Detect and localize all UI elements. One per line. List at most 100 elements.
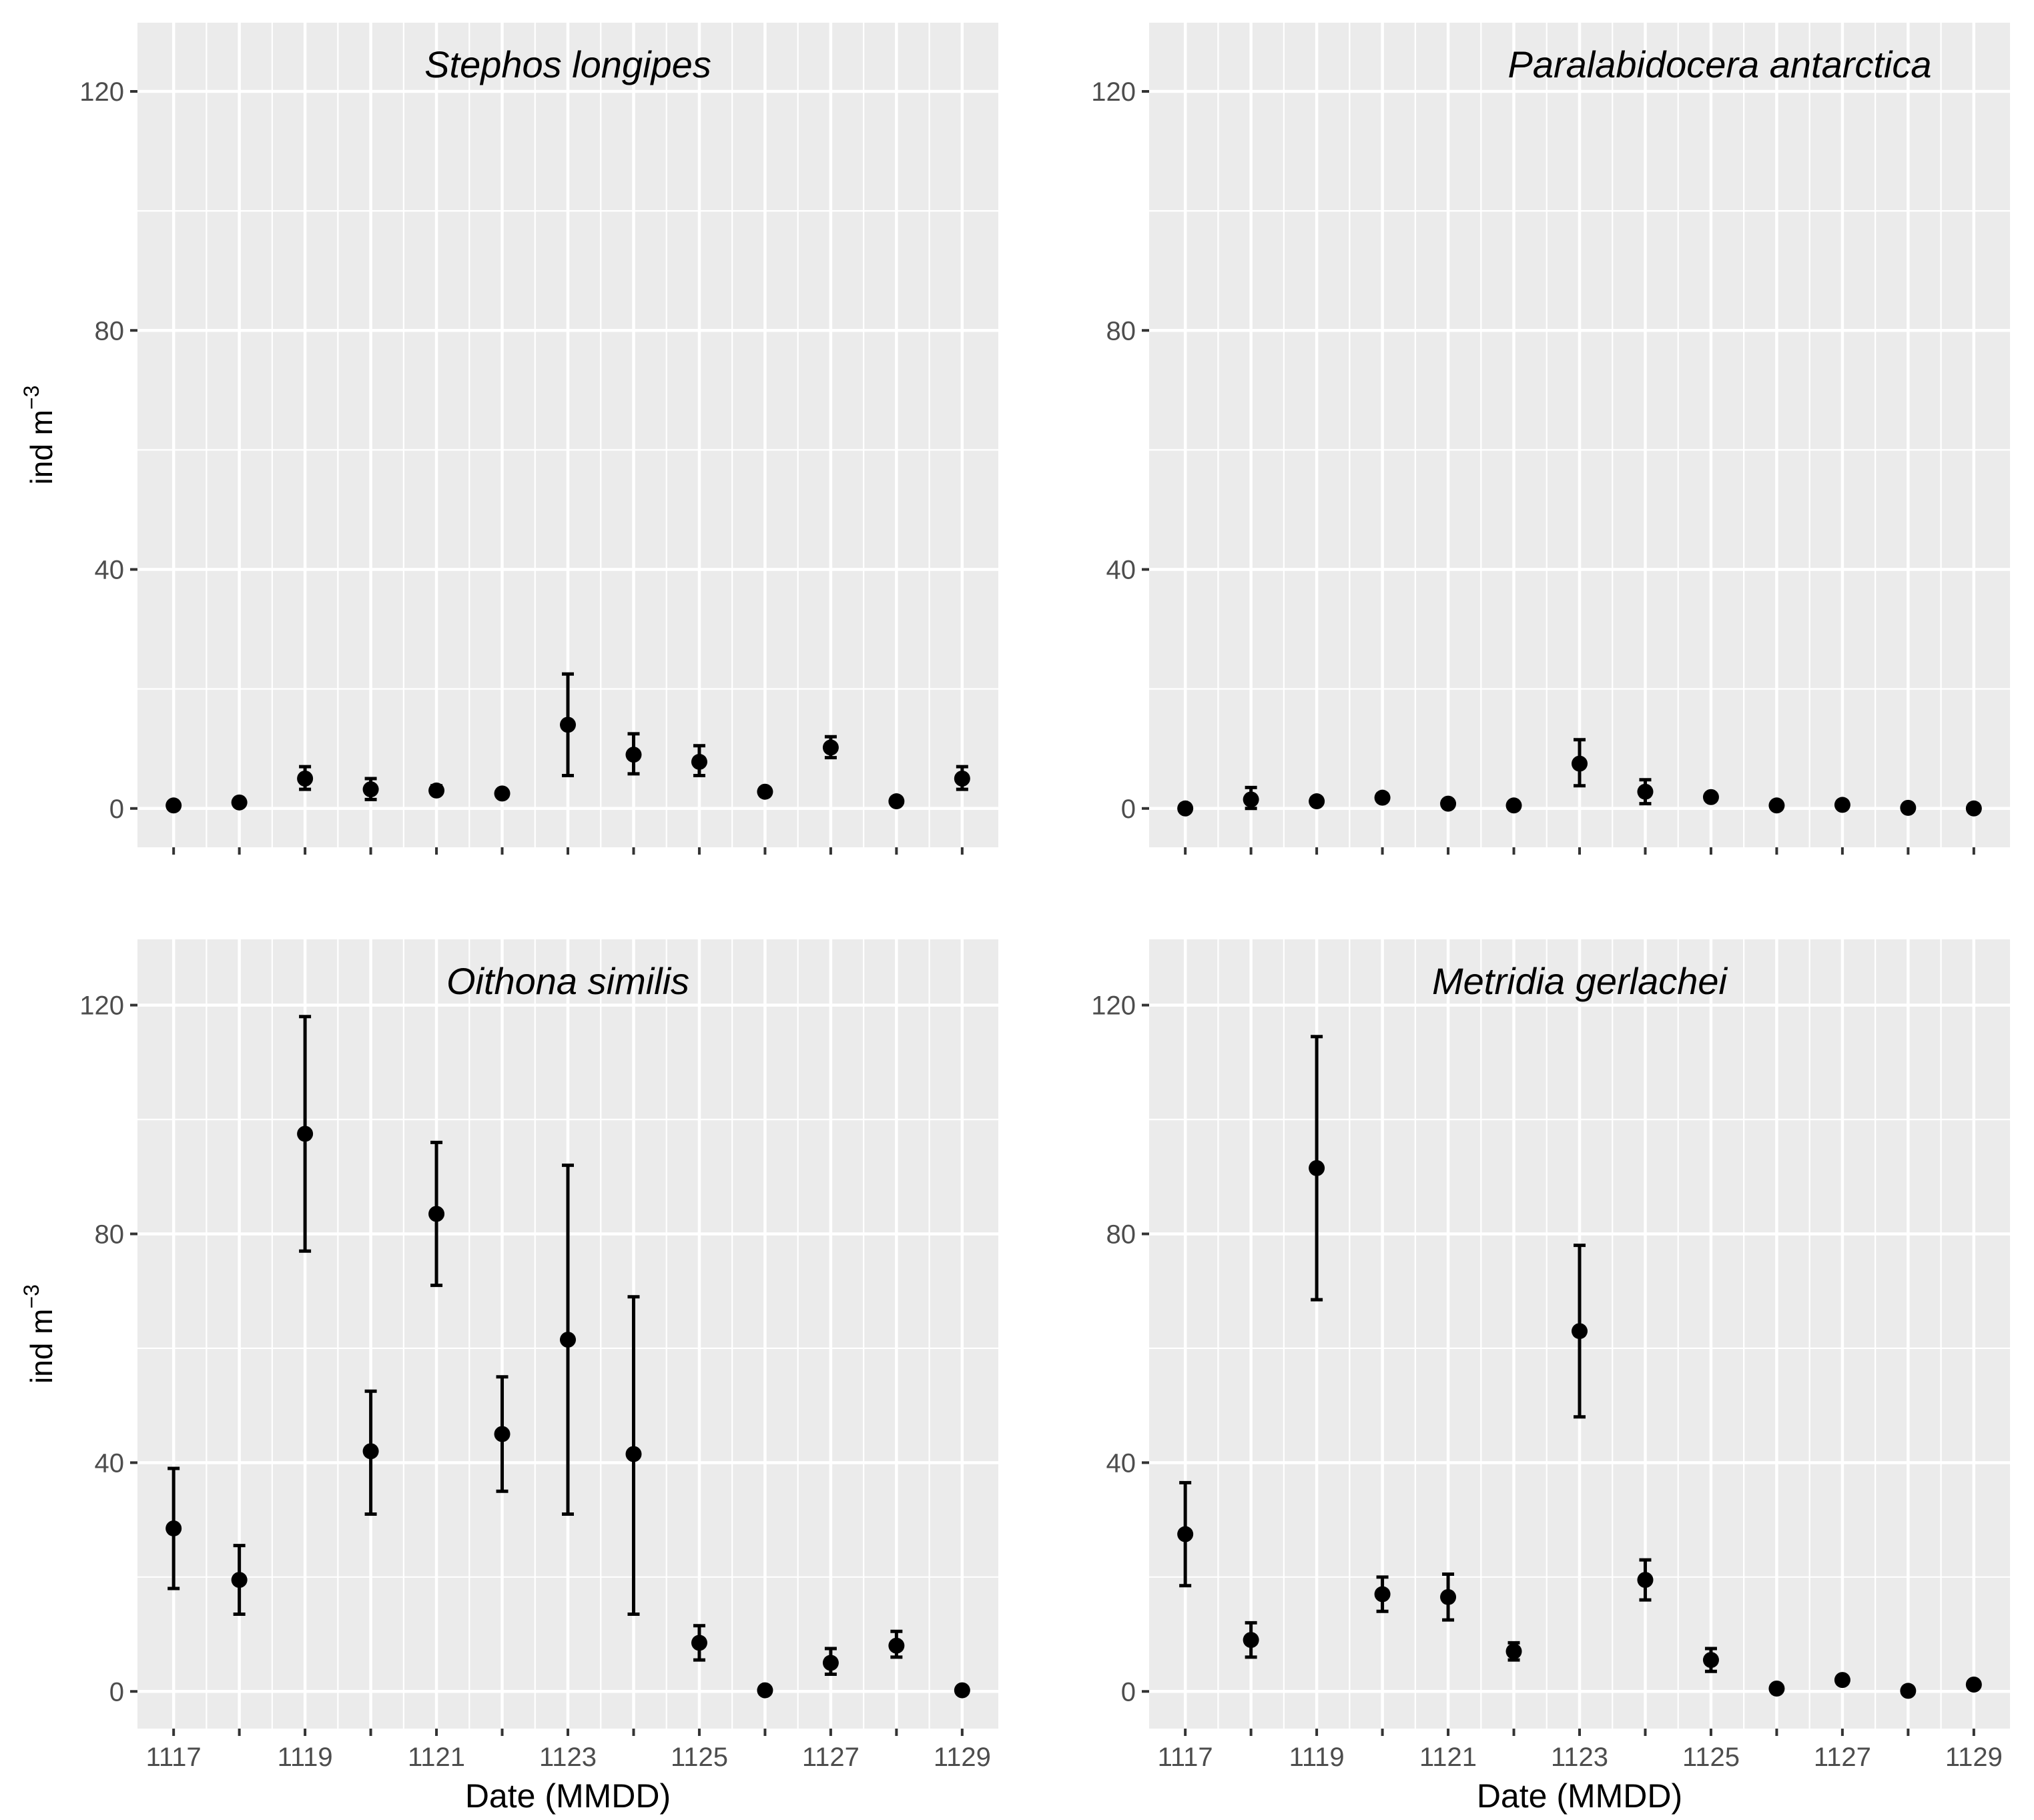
data-series [165, 1015, 970, 1699]
data-series [1177, 738, 1982, 817]
data-point [1374, 789, 1391, 806]
x-tick-label: 1129 [1945, 1743, 2003, 1772]
y-axis-label: ind m−3 [19, 386, 59, 485]
data-point [757, 783, 773, 800]
x-axis-label: Date (MMDD) [465, 1777, 671, 1815]
data-point [1177, 1526, 1194, 1542]
data-point [165, 797, 182, 814]
x-axis: 1117 1119 1121 1123 1125 1127 1129 [146, 1729, 991, 1772]
data-point [1374, 1586, 1391, 1603]
data-point [1177, 800, 1194, 817]
y-tick-label: 120 [79, 991, 124, 1021]
data-point [560, 717, 576, 733]
data-point [1440, 1588, 1457, 1605]
x-axis-label: Date (MMDD) [1477, 1777, 1682, 1815]
data-point [888, 793, 905, 810]
y-tick-label: 40 [95, 556, 125, 585]
data-point [1309, 793, 1325, 810]
data-point [691, 753, 707, 770]
x-tick-label: 1125 [671, 1743, 728, 1772]
y-tick-label: 80 [1106, 316, 1136, 346]
data-series [1177, 1035, 1982, 1699]
y-tick-label: 40 [1106, 1448, 1136, 1478]
data-point [362, 781, 379, 798]
panel-title: Metridia gerlachei [1432, 960, 1728, 1002]
y-axis: 0 40 80 120 [79, 77, 137, 824]
y-axis: 0 40 80 120 [1091, 77, 1149, 824]
x-tick-label: 1127 [1814, 1743, 1871, 1772]
data-point [1900, 1683, 1917, 1699]
data-point [231, 1572, 248, 1588]
data-point [691, 1635, 707, 1651]
x-tick-label: 1129 [934, 1743, 991, 1772]
y-tick-label: 40 [95, 1448, 125, 1478]
y-tick-label: 0 [109, 795, 124, 824]
x-axis [172, 847, 964, 855]
data-point [1505, 1643, 1522, 1660]
panel-title: Stephos longipes [424, 43, 711, 85]
y-axis: 0 40 80 120 [79, 991, 137, 1707]
x-axis [1184, 847, 1975, 855]
data-point [428, 782, 445, 799]
data-point [1637, 1572, 1654, 1588]
x-axis: 1117 1119 1121 1123 1125 1127 1129 [1158, 1729, 2003, 1772]
data-point [1702, 789, 1719, 805]
y-tick-label: 0 [1121, 1677, 1136, 1707]
data-point [428, 1206, 445, 1222]
data-point [1440, 795, 1457, 812]
panel-title: Oithona similis [446, 960, 689, 1002]
gridlines [137, 939, 998, 1729]
data-point [1768, 797, 1785, 814]
data-point [822, 739, 839, 756]
y-tick-label: 120 [79, 77, 124, 107]
data-point [494, 1426, 511, 1442]
y-axis-label: ind m−3 [19, 1284, 59, 1384]
y-tick-label: 80 [1106, 1220, 1136, 1249]
data-point [1505, 797, 1522, 814]
data-point [1834, 1672, 1850, 1689]
x-tick-label: 1125 [1682, 1743, 1740, 1772]
y-axis-label-superscript: −3 [19, 386, 43, 410]
y-axis-label-text: ind m [24, 1309, 59, 1384]
data-point [297, 771, 314, 787]
gridlines [1149, 23, 2010, 847]
data-point [231, 794, 248, 811]
gridlines [137, 23, 998, 847]
data-point [560, 1332, 576, 1348]
x-tick-label: 1123 [539, 1743, 597, 1772]
y-tick-label: 40 [1106, 556, 1136, 585]
data-point [954, 771, 970, 787]
data-point [888, 1637, 905, 1654]
x-tick-label: 1117 [1158, 1743, 1213, 1772]
y-tick-label: 120 [1091, 991, 1136, 1021]
data-point [1243, 791, 1259, 808]
y-tick-label: 120 [1091, 77, 1136, 107]
panel-3: 0 40 80 120 1117 1119 1121 1123 1125 1127 1129 Metr… [1091, 939, 2010, 1815]
x-tick-label: 1119 [278, 1743, 333, 1772]
data-point [297, 1125, 314, 1142]
data-point [494, 785, 511, 802]
x-tick-label: 1127 [802, 1743, 860, 1772]
y-tick-label: 0 [1121, 795, 1136, 824]
data-point [1965, 1676, 1982, 1693]
x-tick-label: 1117 [146, 1743, 202, 1772]
data-point [1965, 800, 1982, 817]
x-tick-label: 1119 [1289, 1743, 1345, 1772]
y-tick-label: 80 [95, 316, 125, 346]
panel-1: 0 40 80 120 Paralabidocera antarctica [1091, 23, 2010, 855]
y-axis-label-superscript: −3 [19, 1284, 43, 1308]
data-point [1702, 1652, 1719, 1669]
y-axis: 0 40 80 120 [1091, 991, 1149, 1707]
y-axis-label-text: ind m [24, 410, 59, 484]
data-point [1243, 1632, 1259, 1649]
data-point [625, 1446, 642, 1462]
y-tick-label: 0 [109, 1677, 124, 1707]
panel-0: 0 40 80 120 Stephos longipes ind m−3 [19, 23, 998, 855]
panel-title: Paralabidocera antarctica [1507, 43, 1931, 85]
data-point [1572, 755, 1588, 772]
y-tick-label: 80 [95, 1220, 125, 1249]
data-point [1637, 783, 1654, 800]
data-point [1834, 797, 1850, 813]
